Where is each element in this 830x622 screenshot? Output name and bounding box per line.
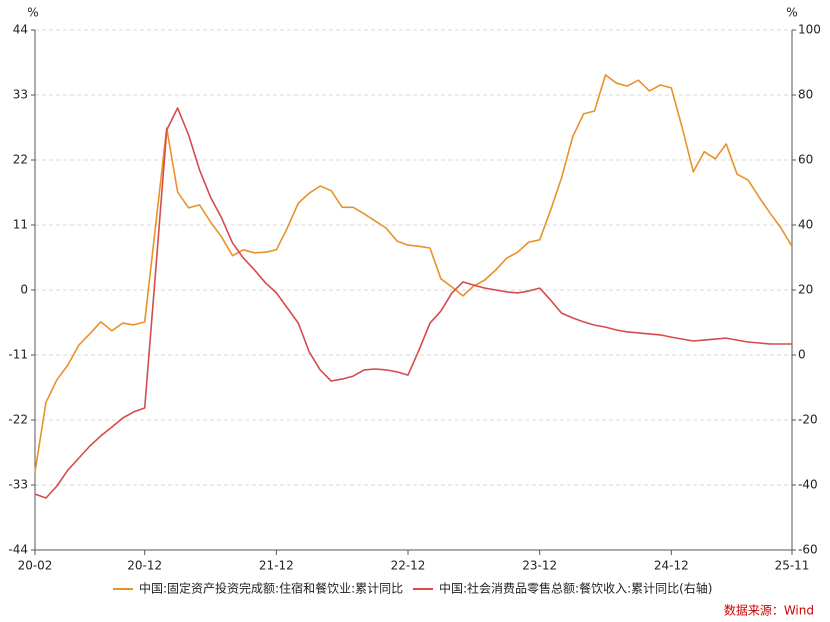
x-tick-label: 22-12 (391, 559, 426, 573)
y2-tick-label: -40 (798, 478, 818, 492)
y-tick-label: 11 (13, 218, 28, 232)
y-tick-label: 22 (13, 153, 28, 167)
y2-tick-label: 80 (798, 88, 813, 102)
legend-label: 中国:社会消费品零售总额:餐饮收入:累计同比(右轴) (439, 581, 713, 596)
y-tick-label: -44 (8, 543, 28, 557)
x-tick-label: 23-12 (522, 559, 557, 573)
y-tick-label: -11 (8, 348, 28, 362)
y2-tick-label: 100 (798, 23, 821, 37)
y-tick-label: -33 (8, 478, 28, 492)
y2-tick-label: -60 (798, 543, 818, 557)
y-tick-label: 44 (13, 23, 28, 37)
y-tick-label: 33 (13, 88, 28, 102)
y2-tick-label: 20 (798, 283, 813, 297)
x-tick-label: 25-11 (775, 559, 810, 573)
x-tick-label: 21-12 (259, 559, 294, 573)
x-tick-label: 20-02 (18, 559, 53, 573)
y2-tick-label: 60 (798, 153, 813, 167)
y-tick-label: -22 (8, 413, 28, 427)
series-line (34, 107, 792, 499)
y2-unit: % (786, 6, 797, 20)
series-line (34, 74, 793, 473)
y2-tick-label: 40 (798, 218, 813, 232)
x-tick-label: 20-12 (127, 559, 162, 573)
x-tick-label: 24-12 (654, 559, 689, 573)
y-tick-label: 0 (20, 283, 28, 297)
source-note: 数据来源：Wind (724, 603, 814, 618)
y2-tick-label: -20 (798, 413, 818, 427)
legend-label: 中国:固定资产投资完成额:住宿和餐饮业:累计同比 (139, 581, 403, 596)
y2-tick-label: 0 (798, 348, 806, 362)
y-unit: % (27, 6, 38, 20)
